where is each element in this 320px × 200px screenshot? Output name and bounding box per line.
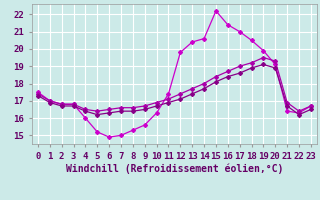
X-axis label: Windchill (Refroidissement éolien,°C): Windchill (Refroidissement éolien,°C)	[66, 163, 283, 174]
